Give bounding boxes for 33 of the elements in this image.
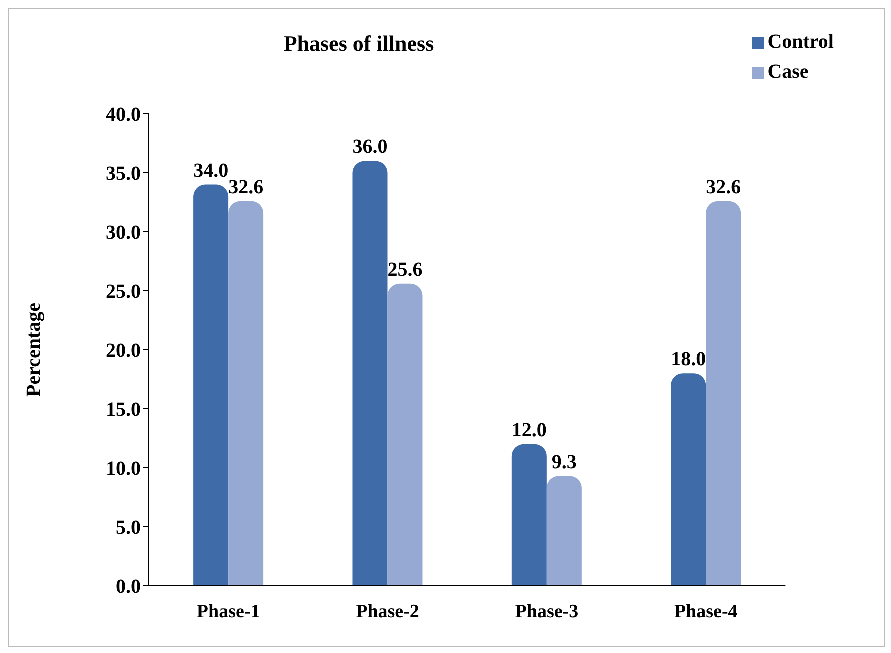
data-label: 25.6 — [388, 258, 423, 281]
data-label: 9.3 — [552, 451, 577, 474]
x-tick-label: Phase-2 — [356, 601, 420, 622]
y-tick-label: 0.0 — [116, 576, 141, 598]
y-tick-label: 15.0 — [106, 399, 141, 422]
data-label: 34.0 — [194, 160, 229, 182]
chart-title: Phases of illness — [282, 31, 436, 57]
bar — [194, 184, 229, 586]
x-tick-label: Phase-4 — [674, 601, 738, 622]
y-tick-label: 5.0 — [116, 517, 141, 540]
x-tick-label: Phase-3 — [515, 601, 579, 622]
y-tick-label: 20.0 — [106, 340, 141, 362]
data-label: 32.6 — [228, 176, 264, 198]
y-tick-label: 25.0 — [106, 281, 141, 304]
data-label: 12.0 — [512, 419, 547, 442]
bar — [546, 476, 582, 586]
legend-label: Control — [768, 31, 834, 53]
y-tick-label: 30.0 — [106, 222, 141, 244]
data-label: 32.6 — [706, 176, 742, 198]
data-label: 36.0 — [352, 136, 388, 158]
bar — [228, 201, 264, 586]
y-tick-label: 10.0 — [106, 458, 141, 480]
bar — [388, 284, 423, 586]
y-axis-title: Percentage — [23, 302, 46, 398]
bar — [352, 161, 388, 586]
x-tick-label: Phase-1 — [196, 601, 260, 622]
y-tick-label: 40.0 — [106, 104, 141, 126]
bar — [671, 374, 706, 586]
bar — [512, 444, 547, 586]
bar — [706, 201, 742, 586]
data-label: 18.0 — [671, 348, 706, 371]
y-tick-label: 35.0 — [106, 163, 141, 186]
legend-label: Case — [768, 61, 809, 83]
